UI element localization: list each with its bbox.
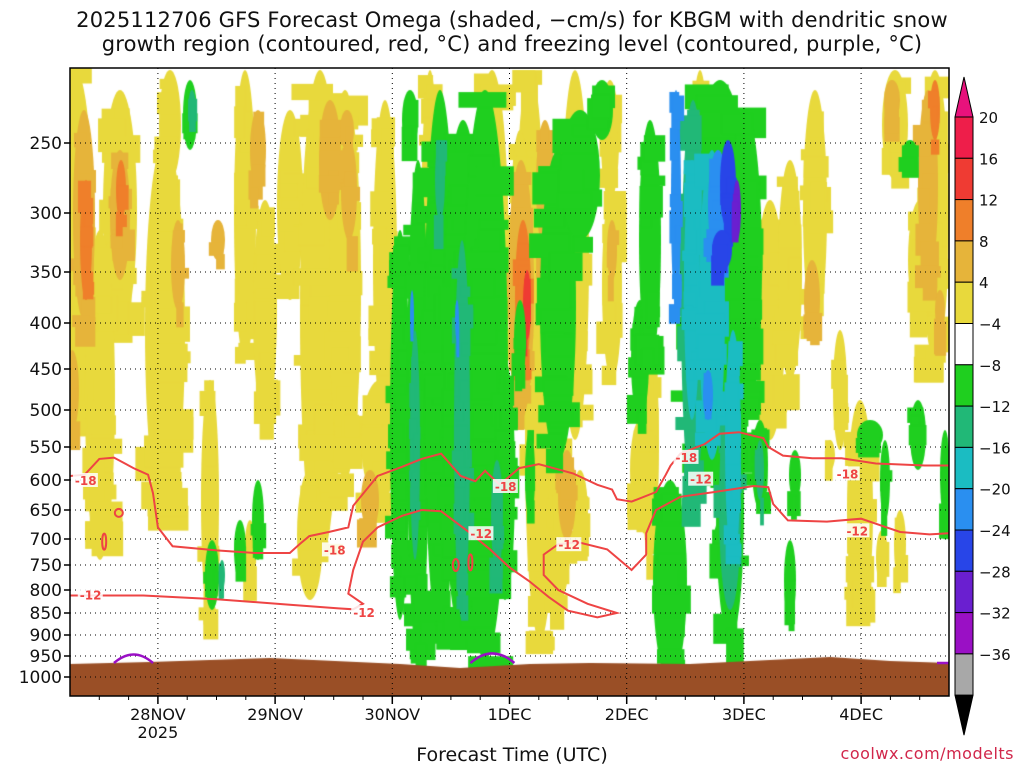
contour-small-loop <box>467 553 474 572</box>
contour-label: -18 <box>676 451 698 465</box>
colorbar-label: 16 <box>979 150 998 168</box>
x-tick-label: 1DEC <box>488 705 532 724</box>
colorbar-label: −4 <box>979 316 1001 334</box>
contour-label-background <box>556 537 582 552</box>
y-tick-label: 250 <box>30 134 62 154</box>
contour-label-background <box>351 605 377 620</box>
colorbar-swatch <box>954 570 974 614</box>
contour-dendritic_snow_growth_-12 <box>70 484 949 619</box>
freezing-level-contour <box>469 652 516 664</box>
colorbar-label: −8 <box>979 357 1001 375</box>
contour-small-loop <box>451 558 460 572</box>
contour-label-background <box>834 466 860 481</box>
y-tick-label: 300 <box>30 204 62 224</box>
x-tick-label: 29NOV <box>247 705 303 724</box>
contour-label: -12 <box>558 538 580 552</box>
colorbar-swatch <box>954 116 974 159</box>
colorbar-swatch <box>954 323 974 366</box>
contour-label: -18 <box>75 474 97 488</box>
contour-label-background <box>844 523 870 538</box>
colorbar-top-arrow <box>954 76 974 118</box>
x-tick-label: 30NOV <box>365 705 421 724</box>
x-axis-label: Forecast Time (UTC) <box>416 744 608 766</box>
x-tick-label: 2DEC <box>605 705 649 724</box>
y-tick-label: 850 <box>30 604 62 624</box>
pressure-axis: 2503003504004505005506006507007508008509… <box>19 134 70 688</box>
contour-label: -18 <box>324 543 346 557</box>
colorbar-swatch <box>954 199 974 242</box>
contour-label-background <box>321 542 347 557</box>
y-tick-label: 450 <box>30 360 62 380</box>
colorbar-swatch <box>954 612 974 655</box>
y-tick-label: 750 <box>30 556 62 576</box>
colorbar-swatch <box>954 157 974 201</box>
omega-shading-raster <box>70 68 949 696</box>
temperature-contours: -18 -12 -18 -12 -12 -18 -12 -18 -12 -18 -12 <box>70 431 949 665</box>
colorbar-label: −24 <box>979 522 1011 540</box>
contour-small-loop <box>101 532 108 551</box>
colorbar-swatch <box>954 405 974 448</box>
contour-label: -12 <box>470 527 492 541</box>
contour-label: -18 <box>837 467 859 481</box>
y-tick-label: 500 <box>30 401 62 421</box>
colorbar-label: −36 <box>979 646 1011 664</box>
x-tick-label: 3DEC <box>722 705 766 724</box>
contour-small-loop <box>113 507 124 518</box>
contour-label-background <box>492 479 518 493</box>
colorbar-bottom-arrow <box>954 694 974 736</box>
contour-dendritic_snow_growth_-18 <box>70 431 949 554</box>
colorbar-swatch <box>954 529 974 572</box>
y-tick-label: 650 <box>30 501 62 521</box>
colorbar-swatch <box>954 364 974 407</box>
y-tick-label: 950 <box>30 647 62 667</box>
y-tick-label: 400 <box>30 314 62 334</box>
omega-shaded-field <box>70 68 949 696</box>
colorbar-label: −28 <box>979 563 1011 581</box>
y-tick-label: 550 <box>30 438 62 458</box>
contour-label: -18 <box>495 480 517 494</box>
credit-link[interactable]: coolwx.com/modelts <box>840 744 1014 763</box>
colorbar-swatch <box>954 240 974 283</box>
colorbar-swatch <box>954 446 974 490</box>
colorbar-swatch <box>954 281 974 325</box>
colorbar-label: 4 <box>979 274 989 292</box>
contour-label: -12 <box>353 606 375 620</box>
y-tick-label: 900 <box>30 626 62 646</box>
freezing-level-contour <box>113 653 154 664</box>
y-tick-label: 700 <box>30 530 62 550</box>
colorbar-label: −12 <box>979 398 1011 416</box>
contour-label-background <box>468 526 494 541</box>
contour-label-background <box>72 473 98 487</box>
colorbar-label: −32 <box>979 605 1011 623</box>
colorbar-label: 12 <box>979 192 998 210</box>
x-tick-label: 4DEC <box>839 705 883 724</box>
y-tick-label: 350 <box>30 263 62 283</box>
omega-colorbar: 20 16 12 8 4 −4 −8 −12 −16 −20 −24 −28 −32 −36 <box>954 76 1011 736</box>
colorbar-label: 8 <box>979 233 989 251</box>
contour-label-background <box>77 587 103 602</box>
y-tick-label: 600 <box>30 471 62 491</box>
y-tick-label: 800 <box>30 581 62 601</box>
chart-title-line-2: growth region (contoured, red, °C) and f… <box>101 32 923 56</box>
x-tick-sublabel: 2025 <box>138 723 179 742</box>
contour-label: -12 <box>80 589 102 603</box>
contour-label-background <box>673 449 699 464</box>
colorbar-swatch <box>954 488 974 531</box>
contour-label: -12 <box>690 473 712 487</box>
colorbar-label: 20 <box>979 109 998 127</box>
chart-title-line-1: 2025112706 GFS Forecast Omega (shaded, −… <box>76 8 948 32</box>
y-tick-label: 1000 <box>19 668 62 688</box>
contour-label-background <box>688 471 714 486</box>
colorbar-label: −16 <box>979 439 1011 457</box>
contour-label: -12 <box>846 524 868 538</box>
x-tick-label: 28NOV <box>130 705 186 724</box>
colorbar-label: −20 <box>979 481 1011 499</box>
colorbar-swatch <box>954 653 974 696</box>
